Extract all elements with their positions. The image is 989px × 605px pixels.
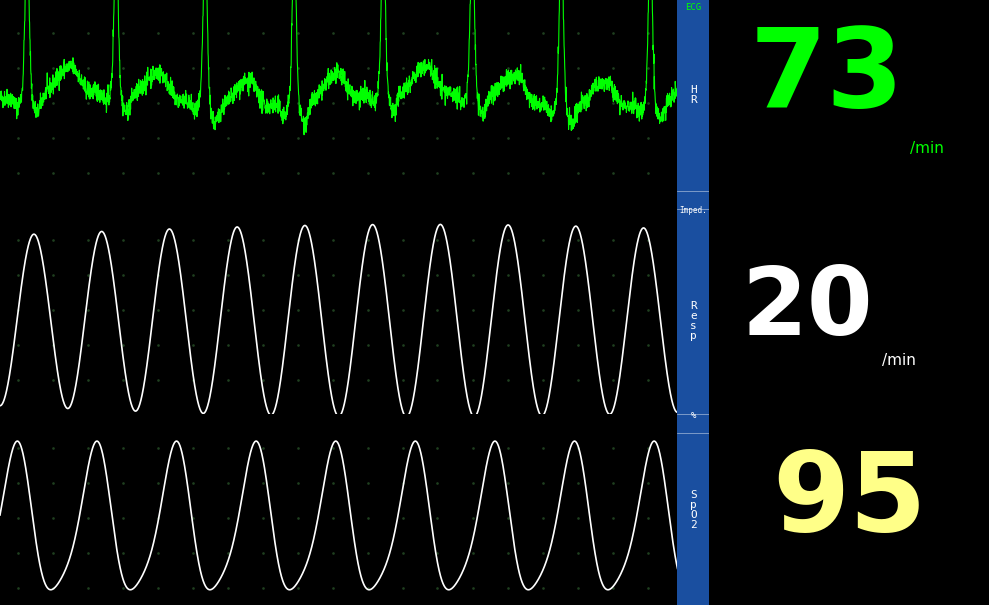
Text: /min: /min bbox=[882, 353, 917, 368]
Text: 95: 95 bbox=[771, 446, 927, 554]
Text: 73: 73 bbox=[750, 23, 904, 129]
Text: %: % bbox=[690, 411, 696, 420]
Text: 20: 20 bbox=[742, 263, 873, 356]
Text: /min: /min bbox=[911, 141, 944, 156]
Text: ECG: ECG bbox=[685, 3, 701, 12]
Text: H
R: H R bbox=[690, 85, 696, 105]
Text: Imped.: Imped. bbox=[679, 206, 707, 215]
Text: S
p
O
2: S p O 2 bbox=[690, 489, 696, 530]
Text: R
e
s
p: R e s p bbox=[690, 301, 696, 341]
